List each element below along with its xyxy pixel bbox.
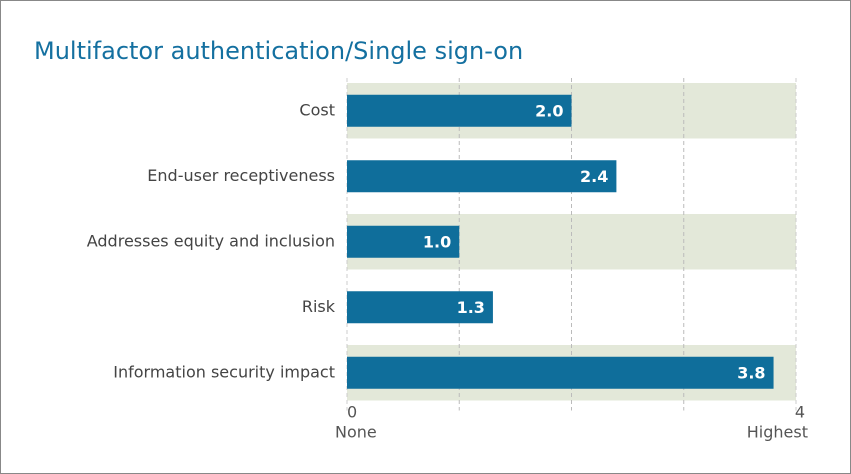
value-label: 1.3 [457,298,485,317]
y-tick-label: Cost [299,100,335,119]
bar [347,94,572,127]
x-tick-label: 4 [795,403,805,422]
y-tick-label: Risk [302,297,336,316]
x-tick-sublabel: Highest [747,423,808,442]
bar [347,356,774,389]
y-tick-label: End-user receptiveness [147,166,335,185]
value-label: 2.0 [535,101,563,120]
value-label: 1.0 [423,232,451,251]
x-tick-label: 0 [347,403,357,422]
value-label: 3.8 [737,363,765,382]
x-tick-sublabel: None [335,423,377,442]
chart-title: Multifactor authentication/Single sign-o… [34,37,523,65]
bar [347,291,493,324]
bar [347,160,617,193]
y-tick-label: Addresses equity and inclusion [87,231,335,250]
value-label: 2.4 [580,167,608,186]
bar [347,225,460,258]
y-tick-label: Information security impact [113,362,335,381]
